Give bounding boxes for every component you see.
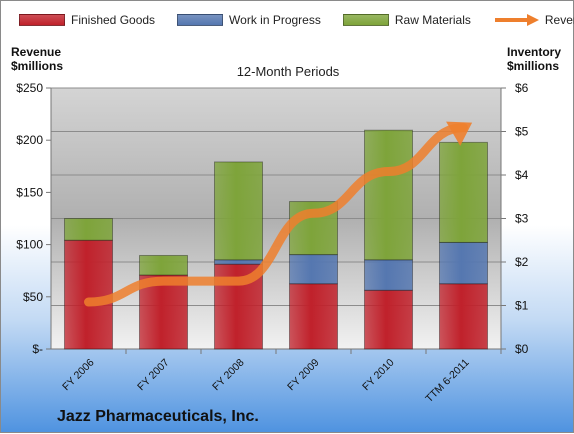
bar-finished-goods [64,239,113,350]
legend-item: Finished Goods [19,13,155,27]
legend-label: Work in Progress [229,13,321,27]
legend-item: Work in Progress [177,13,321,27]
legend-swatch [342,14,389,26]
left-axis-title-line-2: $millions [11,59,64,73]
bar-work-in-progress [439,241,488,285]
bar-finished-goods [439,283,488,350]
right-axis-title-line-2: $millions [506,59,559,73]
legend-label: Raw Materials [394,13,471,27]
legend-label: Revenue [544,13,574,27]
legend: Finished Goods Work in Progress Raw Materi… [19,13,574,27]
bar-raw-materials [64,218,113,241]
left-tick-label: $150 [16,185,43,199]
legend-swatch [19,14,65,26]
bar-raw-materials [214,161,263,261]
x-tick-label: FY 2009 [285,357,322,394]
chart-subtitle: 12-Month Periods [236,64,340,79]
bar-raw-materials [439,141,488,243]
left-axis-title-line-1: Revenue [11,45,62,59]
bar-work-in-progress [364,259,413,291]
bar-raw-materials [364,129,413,261]
bar-finished-goods [289,283,338,350]
x-tick-label: FY 2006 [60,357,97,394]
company-name: Jazz Pharmaceuticals, Inc. [57,408,259,425]
bar-raw-materials [139,254,188,276]
legend-item: Raw Materials [342,13,471,27]
bar-finished-goods [364,289,413,350]
legend-swatch [493,14,539,26]
left-tick-label: $100 [16,238,43,252]
right-tick-label: $1 [515,299,529,313]
right-tick-label: $3 [515,212,529,226]
right-axis-title-line-1: Inventory [506,45,561,59]
revenue-arrowhead [446,121,473,146]
left-tick-label: $50 [23,290,43,304]
left-tick-label: $200 [16,133,43,147]
left-tick-label: $250 [16,81,43,95]
revenue-line [84,123,468,307]
right-tick-label: $4 [515,168,529,182]
legend-label: Finished Goods [71,13,156,27]
right-axis-title: Inventory $millions [507,45,561,73]
right-tick-label: $0 [515,342,529,356]
bar-finished-goods [139,274,188,350]
right-tick-label: $2 [515,255,529,269]
legend-swatch [177,14,224,26]
x-tick-label: TTM 6-2011 [423,357,471,405]
x-tick-label: FY 2008 [210,357,247,394]
x-tick-label: FY 2010 [360,357,397,394]
legend-item: Revenue [493,13,574,27]
right-tick-label: $6 [515,81,529,95]
left-tick-label: $- [32,342,43,356]
right-tick-label: $5 [515,125,529,139]
bar-work-in-progress [289,254,338,285]
bar-work-in-progress [214,259,263,265]
left-axis-title: Revenue $millions [11,45,63,73]
x-tick-label: FY 2007 [135,357,172,394]
